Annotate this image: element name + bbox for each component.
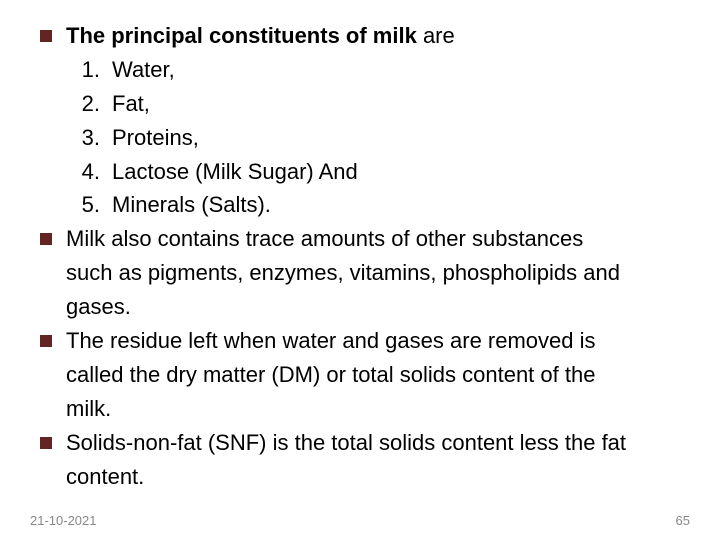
- footer-date: 21-10-2021: [30, 513, 97, 528]
- list-text: Proteins,: [112, 122, 199, 154]
- bullet-item-3: The residue left when water and gases ar…: [30, 325, 690, 357]
- list-item-1: 1. Water,: [70, 54, 690, 86]
- list-text: Minerals (Salts).: [112, 189, 271, 221]
- heading-text: The principal constituents of milk are: [66, 20, 690, 52]
- slide-footer: 21-10-2021 65: [0, 513, 720, 528]
- para2-line3: gases.: [66, 291, 690, 323]
- list-number: 4.: [70, 156, 100, 188]
- square-bullet-icon: [40, 335, 52, 347]
- heading-bold: The principal constituents of milk: [66, 23, 417, 48]
- footer-page-number: 65: [676, 513, 690, 528]
- bullet-item-4: Solids-non-fat (SNF) is the total solids…: [30, 427, 690, 459]
- para4-line1: Solids-non-fat (SNF) is the total solids…: [66, 427, 690, 459]
- list-item-3: 3. Proteins,: [70, 122, 690, 154]
- list-number: 2.: [70, 88, 100, 120]
- para3-line3: milk.: [66, 393, 690, 425]
- bullet-item-1: The principal constituents of milk are: [30, 20, 690, 52]
- list-text: Lactose (Milk Sugar) And: [112, 156, 358, 188]
- list-item-5: 5. Minerals (Salts).: [70, 189, 690, 221]
- list-item-4: 4. Lactose (Milk Sugar) And: [70, 156, 690, 188]
- para2-line2: such as pigments, enzymes, vitamins, pho…: [66, 257, 690, 289]
- list-number: 5.: [70, 189, 100, 221]
- list-item-2: 2. Fat,: [70, 88, 690, 120]
- square-bullet-icon: [40, 437, 52, 449]
- para3-line2: called the dry matter (DM) or total soli…: [66, 359, 690, 391]
- para4-line2: content.: [66, 461, 690, 493]
- list-text: Water,: [112, 54, 175, 86]
- bullet-item-2: Milk also contains trace amounts of othe…: [30, 223, 690, 255]
- square-bullet-icon: [40, 233, 52, 245]
- heading-rest: are: [417, 23, 455, 48]
- list-number: 3.: [70, 122, 100, 154]
- list-number: 1.: [70, 54, 100, 86]
- para2-line1: Milk also contains trace amounts of othe…: [66, 223, 690, 255]
- square-bullet-icon: [40, 30, 52, 42]
- para3-line1: The residue left when water and gases ar…: [66, 325, 690, 357]
- slide-content: The principal constituents of milk are 1…: [30, 20, 690, 492]
- list-text: Fat,: [112, 88, 150, 120]
